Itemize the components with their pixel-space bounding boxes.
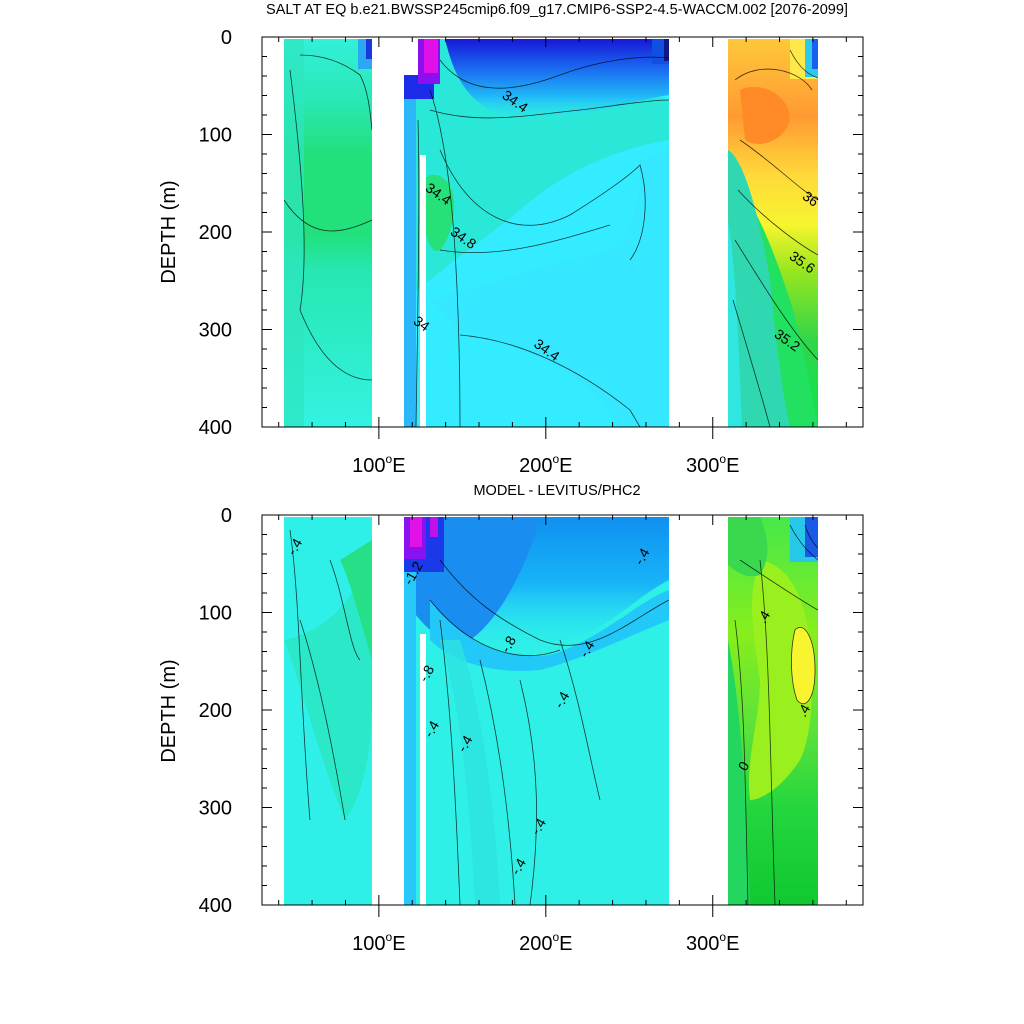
contour-label: -.8 [497,633,519,655]
contour-label: -.4 [420,718,442,740]
y-tick-label: 200 [199,700,232,722]
panel-1-title: SALT AT EQ b.e21.BWSSP245cmip6.f09_g17.C… [266,2,848,18]
y-tick-label: 300 [199,798,232,820]
y-tick-label: 200 [199,222,232,244]
x-tick-label: 100oE [352,452,405,477]
panel-1-fields [284,39,818,427]
x-tick-label: 300oE [686,452,739,477]
y-tick-label: 400 [199,895,232,917]
contour-label: -.4 [283,535,305,557]
contour-label: -.4 [527,815,549,837]
panel-salinity: SALT AT EQ b.e21.BWSSP245cmip6.f09_g17.C… [158,2,864,477]
x-tick-label: 200oE [519,930,572,955]
y-tick-label: 100 [199,125,232,147]
panel-1-ylabel: DEPTH (m) [158,180,180,283]
x-tick-label: 200oE [519,452,572,477]
panel-1-land [262,37,863,429]
panel-1-contours [283,49,819,428]
contour-label: -.4 [454,732,476,754]
contour-label: -.4 [507,855,529,877]
panel-2-fields [284,517,818,905]
panel-2-ylabel: DEPTH (m) [158,659,180,762]
y-tick-label: 400 [199,417,232,439]
panel-2-title: MODEL - LEVITUS/PHC2 [473,483,640,499]
y-tick-label: 0 [221,27,232,49]
contour-label: -.4 [576,638,598,660]
panel-difference: MODEL - LEVITUS/PHC2 [158,483,864,955]
x-tick-label: 100oE [352,930,405,955]
contour-label: -.4 [550,688,572,710]
panel-2-contours [289,524,819,906]
y-tick-label: 0 [221,505,232,527]
contour-label: -.8 [415,662,437,684]
panel-2-axes: 0 100 200 300 400 100oE 200oE 300oE [199,505,864,955]
y-tick-label: 100 [199,603,232,625]
x-tick-label: 300oE [686,930,739,955]
contour-label: -.4 [631,545,653,567]
y-tick-label: 300 [199,320,232,342]
panel-1-axes: 0 100 200 300 400 100oE 200oE 300oE [199,27,864,477]
panel-2-contour-labels: -.4-1.2-.8 -.4-.8-.4-.4-.4-.4.4.40-.4-.4 [283,535,813,877]
